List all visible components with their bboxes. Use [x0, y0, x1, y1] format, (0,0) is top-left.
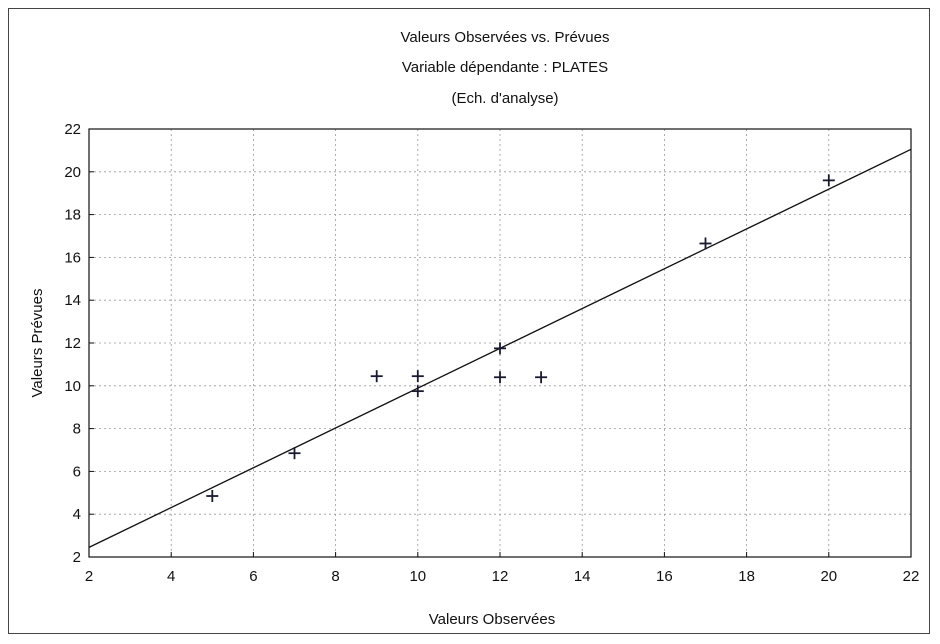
y-tick-label: 12 [64, 335, 81, 352]
data-point [494, 342, 506, 355]
x-tick-label: 10 [409, 568, 426, 585]
chart-title: Valeurs Observées vs. Prévues [401, 29, 610, 46]
x-tick-label: 2 [85, 568, 93, 585]
x-tick-label: 14 [574, 568, 591, 585]
x-axis-label: Valeurs Observées [429, 611, 555, 628]
data-point [370, 370, 383, 383]
x-tick-label: 22 [903, 568, 920, 585]
data-point [535, 371, 548, 384]
data-point [494, 371, 506, 384]
y-tick-label: 8 [73, 421, 81, 438]
grid-lines [89, 129, 911, 557]
x-tick-label: 16 [656, 568, 673, 585]
data-points [206, 174, 835, 503]
chart-frame [8, 8, 930, 634]
x-tick-label: 4 [167, 568, 175, 585]
data-point [288, 447, 301, 460]
chart-subtitle: Variable dépendante : PLATES [402, 59, 608, 76]
y-axis-label: Valeurs Prévues [29, 289, 46, 398]
data-point [411, 385, 424, 398]
x-tick-label: 12 [492, 568, 509, 585]
y-tick-label: 10 [64, 378, 81, 395]
data-point [206, 490, 219, 503]
y-tick-label: 22 [64, 121, 81, 138]
y-tick-label: 6 [73, 463, 81, 480]
data-point [699, 237, 712, 250]
y-tick-label: 14 [64, 292, 81, 309]
x-tick-label: 8 [331, 568, 339, 585]
y-tick-label: 18 [64, 207, 81, 224]
y-tick-label: 20 [64, 164, 81, 181]
x-tick-label: 18 [738, 568, 755, 585]
chart-subtitle-2: (Ech. d'analyse) [451, 90, 558, 107]
x-tick-label: 20 [820, 568, 837, 585]
data-point [822, 174, 835, 187]
y-tick-label: 4 [73, 506, 81, 523]
data-point [411, 370, 424, 383]
y-tick-label: 2 [73, 549, 81, 566]
y-tick-label: 16 [64, 249, 81, 266]
x-tick-label: 6 [249, 568, 257, 585]
